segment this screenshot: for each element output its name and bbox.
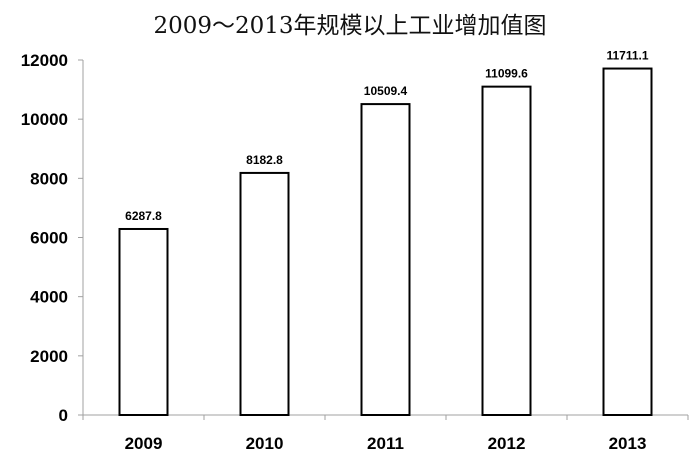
- bar-2011: [360, 103, 411, 416]
- x-tick-label-2010: 2010: [246, 434, 284, 453]
- y-tick-label: 8000: [30, 169, 68, 188]
- bar-2012: [481, 85, 532, 416]
- x-tick-label-2011: 2011: [367, 434, 404, 453]
- data-label-2011: 10509.4: [364, 84, 408, 98]
- data-label-2012: 11099.6: [485, 67, 528, 81]
- data-label-2009: 6287.8: [125, 209, 162, 223]
- data-label-2013: 11711.1: [606, 49, 648, 63]
- chart-title: 2009～2013年规模以上工业增加值图: [153, 13, 547, 39]
- y-tick-label: 12000: [21, 51, 68, 70]
- x-tick-label-2013: 2013: [609, 434, 647, 453]
- x-tick-label-2009: 2009: [125, 434, 163, 453]
- bar-2013: [602, 67, 653, 416]
- labels: 0 2000 4000 6000 8000 10000 12000 6287.8 2009 818…: [21, 49, 649, 453]
- y-tick-label: 6000: [30, 229, 68, 248]
- data-label-2010: 8182.8: [246, 153, 283, 167]
- y-tick-label: 2000: [30, 347, 68, 366]
- y-tick-label: 4000: [30, 288, 68, 307]
- y-tick-label: 10000: [21, 110, 68, 129]
- y-tick-label: 0: [59, 406, 68, 425]
- bar-2010: [239, 171, 290, 416]
- x-tick-label-2012: 2012: [488, 434, 526, 453]
- bars: [118, 67, 653, 416]
- bar-2009: [118, 227, 169, 416]
